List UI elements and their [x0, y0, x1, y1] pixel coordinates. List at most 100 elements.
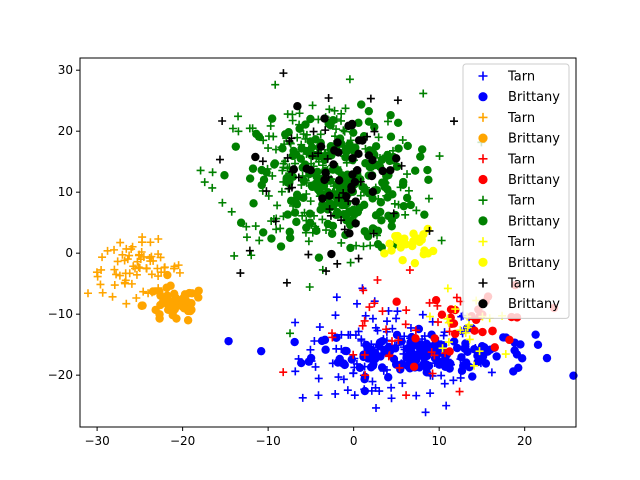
data-point — [345, 140, 354, 149]
y-tick-label: −20 — [48, 368, 73, 382]
data-point — [288, 116, 297, 125]
data-point — [96, 280, 105, 289]
data-point — [387, 337, 396, 346]
data-point — [347, 119, 357, 129]
data-point — [283, 210, 292, 219]
data-point — [456, 373, 465, 382]
data-point — [318, 215, 327, 224]
legend-label: Brittany — [508, 90, 560, 105]
legend-label: Tarn — [507, 70, 535, 85]
data-point — [368, 377, 377, 386]
data-point — [318, 194, 327, 203]
data-point — [157, 268, 166, 277]
data-point — [417, 145, 427, 154]
data-point — [354, 136, 364, 145]
data-point — [402, 193, 412, 203]
data-point — [358, 321, 367, 330]
data-point — [347, 185, 356, 194]
data-point — [442, 401, 451, 410]
data-point — [441, 353, 450, 363]
data-point — [420, 332, 429, 341]
data-point — [435, 360, 444, 369]
data-point — [269, 132, 278, 141]
legend-marker — [478, 237, 488, 247]
data-point — [305, 282, 314, 291]
data-point — [531, 330, 540, 339]
legend-label: Brittany — [508, 173, 560, 188]
data-point — [276, 224, 285, 233]
legend-entry: Brittany — [478, 297, 560, 312]
data-point — [386, 110, 395, 120]
data-point — [364, 151, 374, 160]
data-point — [134, 263, 143, 272]
data-point — [142, 264, 151, 273]
data-point — [542, 353, 552, 363]
data-point — [292, 217, 301, 227]
data-point — [387, 246, 396, 255]
data-point — [370, 127, 379, 136]
data-point — [409, 229, 418, 238]
data-point — [368, 187, 377, 197]
series-3-brittany — [137, 270, 203, 325]
data-point — [349, 369, 358, 378]
data-point — [516, 340, 525, 349]
data-point — [147, 270, 156, 279]
data-point — [252, 129, 261, 139]
data-point — [331, 389, 340, 398]
data-point — [267, 234, 276, 243]
data-point — [153, 264, 162, 273]
data-point — [325, 205, 334, 214]
data-point — [451, 305, 460, 314]
data-point — [103, 246, 112, 255]
data-point — [445, 347, 454, 356]
legend-entry: Tarn — [478, 70, 535, 85]
legend-entry: Tarn — [478, 111, 535, 126]
data-point — [373, 239, 383, 249]
data-point — [393, 118, 403, 127]
data-point — [200, 178, 209, 187]
data-point — [424, 194, 433, 203]
data-point — [120, 279, 129, 288]
data-point — [324, 93, 333, 102]
legend-marker — [478, 112, 488, 122]
data-point — [341, 104, 350, 113]
data-point — [271, 80, 280, 89]
data-point — [450, 117, 459, 126]
data-point — [425, 312, 434, 321]
data-point — [316, 142, 326, 151]
data-point — [286, 329, 295, 338]
data-point — [302, 223, 311, 232]
data-point — [270, 159, 280, 168]
data-point — [306, 165, 315, 175]
data-point — [315, 323, 324, 332]
data-point — [435, 152, 444, 161]
legend-marker — [478, 257, 488, 267]
data-point — [371, 142, 381, 151]
data-point — [326, 211, 335, 220]
legend-label: Brittany — [508, 297, 560, 312]
data-point — [262, 187, 271, 196]
data-point — [334, 373, 343, 382]
data-point — [501, 350, 510, 359]
data-point — [399, 201, 409, 211]
data-point — [465, 320, 474, 329]
data-point — [325, 198, 334, 208]
data-point — [334, 193, 343, 202]
data-point — [155, 314, 164, 323]
legend-label: Brittany — [508, 256, 560, 271]
data-point — [517, 354, 527, 363]
data-point — [264, 144, 273, 153]
data-point — [93, 272, 102, 281]
data-point — [370, 122, 379, 132]
data-point — [470, 361, 479, 370]
data-point — [122, 299, 131, 308]
data-point — [113, 257, 122, 266]
data-point — [339, 126, 348, 135]
data-point — [327, 249, 336, 259]
data-point — [321, 345, 330, 354]
data-point — [323, 154, 332, 163]
data-point — [251, 222, 260, 231]
data-point — [425, 226, 434, 235]
data-point — [236, 269, 245, 278]
data-point — [272, 225, 281, 234]
